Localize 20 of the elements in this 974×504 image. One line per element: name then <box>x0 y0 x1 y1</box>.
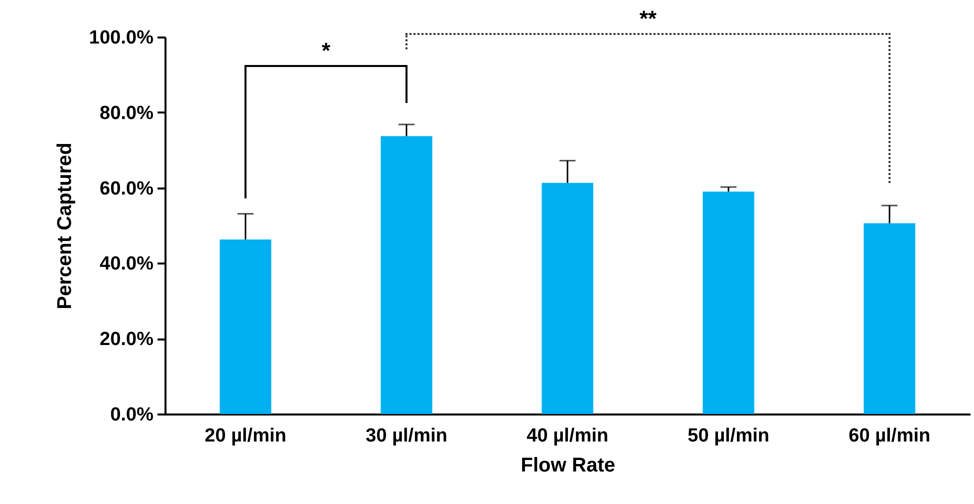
y-tick-label: 60.0% <box>100 178 154 200</box>
y-tick-label: 80.0% <box>100 102 154 124</box>
x-tick-label: 20 µl/min <box>204 426 286 446</box>
y-tick-label: 40.0% <box>100 254 154 275</box>
x-tick-label: 30 µl/min <box>366 426 448 446</box>
bar <box>542 182 594 414</box>
y-tick-label: 100.0% <box>89 28 154 48</box>
y-tick-label: 0.0% <box>110 404 154 426</box>
bar <box>864 223 916 414</box>
x-axis-title: Flow Rate <box>520 454 616 476</box>
bar <box>702 192 754 414</box>
y-axis-title: Percent Captured <box>54 142 76 310</box>
x-tick-label: 40 µl/min <box>526 426 608 446</box>
text: ** <box>639 6 657 31</box>
bar <box>380 136 432 414</box>
y-tick-label: 20.0% <box>100 329 154 350</box>
x-tick-label: 50 µl/min <box>688 426 770 446</box>
bar <box>220 239 272 414</box>
x-tick-label: 60 µl/min <box>848 426 930 446</box>
annotation: * <box>322 38 331 64</box>
